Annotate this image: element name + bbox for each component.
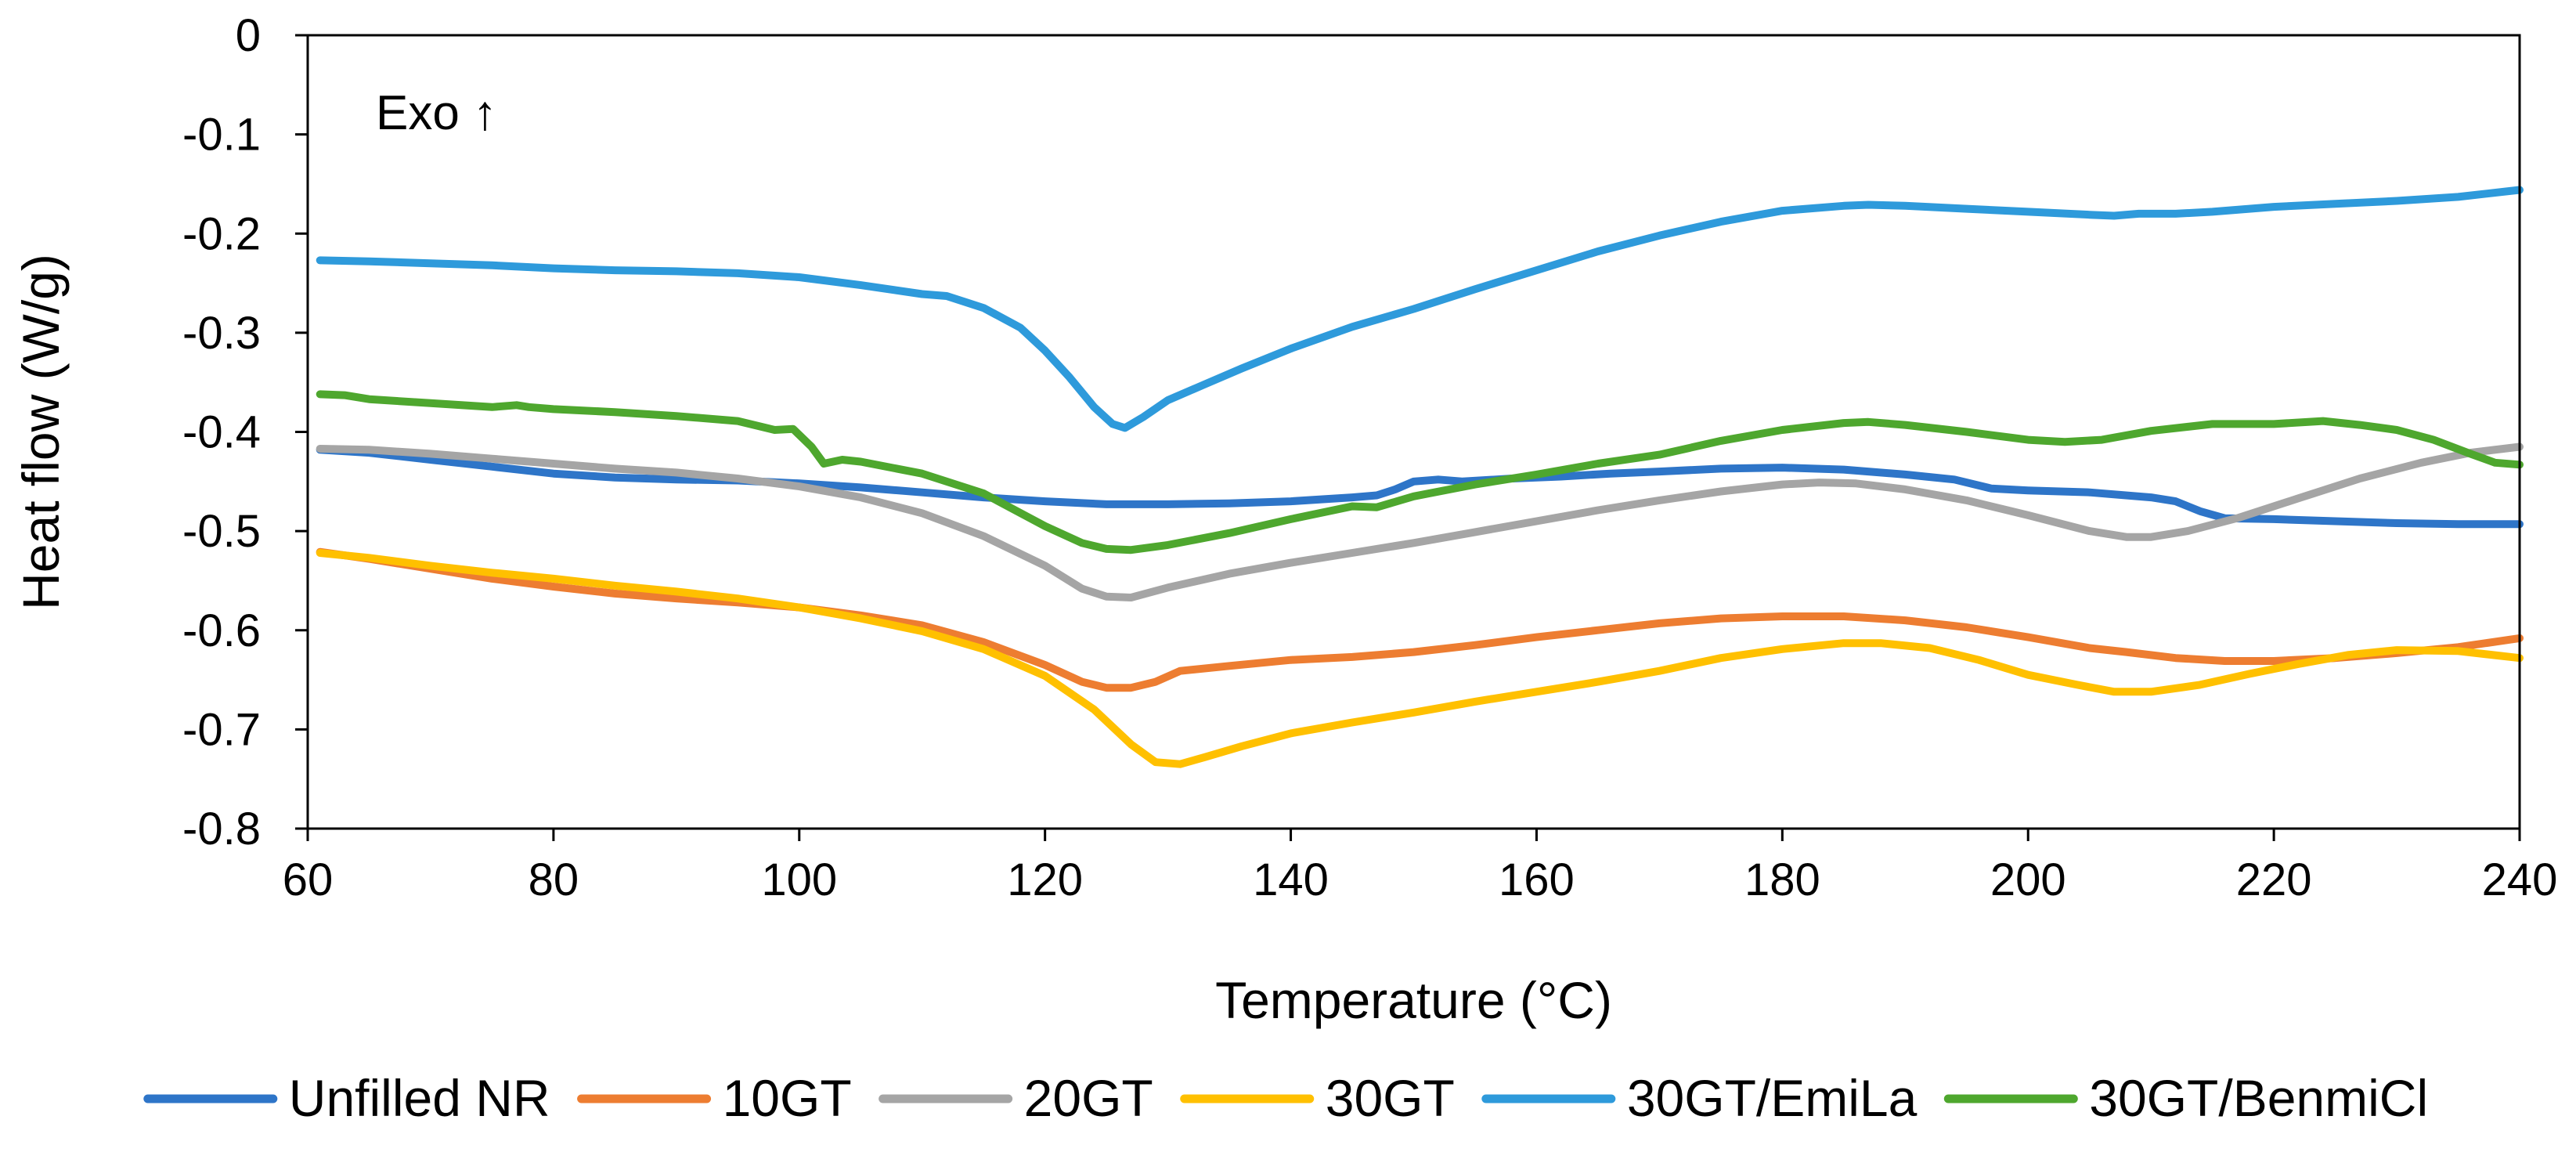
x-tick-label: 60 bbox=[283, 854, 334, 905]
x-axis-title: Temperature (°C) bbox=[1215, 971, 1612, 1029]
series-line-2 bbox=[316, 442, 2524, 601]
y-tick-label: -0.3 bbox=[182, 308, 261, 359]
series-layer bbox=[316, 186, 2524, 768]
exo-annotation: Exo ↑ bbox=[376, 86, 497, 140]
legend-label-0: Unfilled NR bbox=[289, 1069, 550, 1127]
legend: Unfilled NR 10GT 20GT 30GT 30GT/EmiLa 30GT/Be… bbox=[143, 1069, 2428, 1127]
legend-label-4: 30GT/EmiLa bbox=[1627, 1069, 1918, 1127]
y-tick-label: -0.2 bbox=[182, 208, 261, 259]
y-axis-ticks: 0 -0.1 -0.2 -0.3 -0.4 -0.5 -0.6 -0.7 -0.8 bbox=[182, 10, 308, 854]
series-line-4 bbox=[316, 186, 2524, 432]
x-tick-label: 120 bbox=[1007, 854, 1083, 905]
y-tick-label: -0.7 bbox=[182, 704, 261, 755]
series-line-5 bbox=[316, 390, 2524, 554]
y-tick-label: -0.6 bbox=[182, 605, 261, 656]
x-tick-label: 80 bbox=[529, 854, 579, 905]
legend-label-3: 30GT bbox=[1326, 1069, 1455, 1127]
series-line-3 bbox=[316, 549, 2524, 768]
x-tick-label: 160 bbox=[1499, 854, 1575, 905]
series-line-1 bbox=[316, 547, 2524, 692]
legend-label-5: 30GT/BenmiCl bbox=[2089, 1069, 2428, 1127]
y-tick-label: 0 bbox=[236, 10, 261, 61]
y-tick-label: -0.1 bbox=[182, 110, 261, 161]
y-axis-title: Heat flow (W/g) bbox=[12, 254, 70, 610]
x-tick-label: 240 bbox=[2482, 854, 2558, 905]
x-tick-label: 180 bbox=[1744, 854, 1820, 905]
y-tick-label: -0.4 bbox=[182, 407, 261, 458]
x-tick-label: 200 bbox=[1990, 854, 2066, 905]
y-tick-label: -0.8 bbox=[182, 804, 261, 854]
x-tick-label: 220 bbox=[2236, 854, 2312, 905]
legend-label-2: 20GT bbox=[1024, 1069, 1153, 1127]
y-tick-label: -0.5 bbox=[182, 506, 261, 557]
x-axis-ticks: 60 80 100 120 140 160 180 200 220 240 bbox=[283, 829, 2558, 905]
x-tick-label: 140 bbox=[1253, 854, 1329, 905]
legend-label-1: 10GT bbox=[723, 1069, 852, 1127]
x-tick-label: 100 bbox=[761, 854, 837, 905]
